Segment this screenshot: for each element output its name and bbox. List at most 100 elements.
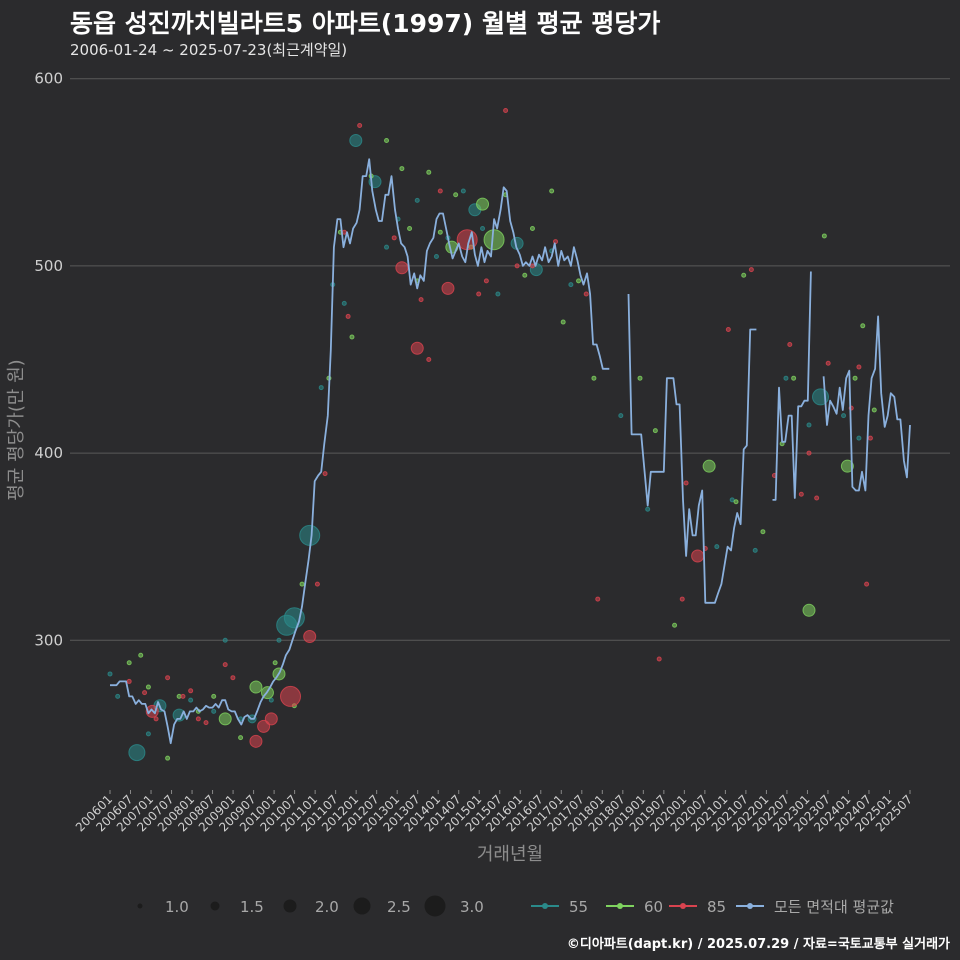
point-85 bbox=[264, 712, 278, 726]
color-legend-label: 60 bbox=[644, 898, 663, 916]
point-85 bbox=[806, 450, 812, 456]
point-60 bbox=[165, 755, 171, 761]
point-85 bbox=[825, 360, 831, 366]
point-85 bbox=[410, 341, 424, 355]
point-85 bbox=[418, 297, 424, 303]
legend: 1.0 1.5 2.0 2.5 3.0 55 60 85 모든 면적대 평균값 bbox=[137, 895, 894, 917]
point-85 bbox=[391, 235, 397, 241]
point-60 bbox=[733, 499, 739, 505]
point-85 bbox=[322, 471, 328, 477]
point-60 bbox=[860, 323, 866, 329]
point-85 bbox=[483, 278, 489, 284]
point-85 bbox=[503, 108, 509, 114]
point-85 bbox=[725, 327, 731, 333]
point-85 bbox=[864, 581, 870, 587]
point-85 bbox=[867, 435, 873, 441]
color-legend-dot bbox=[680, 903, 686, 909]
point-85 bbox=[280, 685, 302, 707]
point-85 bbox=[476, 291, 482, 297]
point-85 bbox=[395, 261, 409, 275]
point-55 bbox=[341, 300, 347, 306]
point-60 bbox=[211, 693, 217, 699]
average-line-group bbox=[110, 158, 911, 745]
size-legend-dot bbox=[137, 903, 143, 909]
point-85 bbox=[426, 356, 432, 362]
point-60 bbox=[529, 225, 535, 231]
point-60 bbox=[126, 660, 132, 666]
color-legend-dot bbox=[542, 903, 548, 909]
y-tick-label: 400 bbox=[34, 444, 63, 462]
point-85 bbox=[345, 313, 351, 319]
point-85 bbox=[165, 675, 171, 681]
point-85 bbox=[691, 549, 705, 563]
x-axis-label: 거래년월 bbox=[477, 844, 543, 865]
point-85 bbox=[188, 688, 194, 694]
point-55 bbox=[714, 544, 720, 550]
y-tick-label: 500 bbox=[34, 257, 63, 275]
point-55 bbox=[433, 254, 439, 260]
point-60 bbox=[560, 319, 566, 325]
point-85 bbox=[437, 188, 443, 194]
point-60 bbox=[238, 735, 244, 741]
point-85 bbox=[180, 693, 186, 699]
point-60 bbox=[791, 375, 797, 381]
point-55 bbox=[841, 413, 847, 419]
point-85 bbox=[814, 495, 820, 501]
size-legend-dot bbox=[283, 899, 297, 913]
point-60 bbox=[871, 407, 877, 413]
point-55 bbox=[145, 731, 151, 737]
y-axis-ticks: 300 400 500 600 bbox=[34, 70, 63, 650]
point-85 bbox=[303, 630, 317, 644]
point-85 bbox=[314, 581, 320, 587]
point-85 bbox=[683, 480, 689, 486]
point-60 bbox=[741, 272, 747, 278]
point-85 bbox=[357, 123, 363, 129]
point-85 bbox=[153, 716, 159, 722]
color-legend-label: 55 bbox=[569, 898, 588, 916]
point-85 bbox=[195, 716, 201, 722]
size-legend-label: 2.0 bbox=[315, 898, 339, 916]
point-60 bbox=[591, 375, 597, 381]
data-points bbox=[107, 108, 877, 762]
point-85 bbox=[514, 263, 520, 269]
size-legend-dot bbox=[424, 895, 446, 917]
point-60 bbox=[349, 334, 355, 340]
point-55 bbox=[806, 422, 812, 428]
point-60 bbox=[476, 197, 490, 211]
point-60 bbox=[702, 459, 716, 473]
point-85 bbox=[529, 263, 535, 269]
point-60 bbox=[384, 137, 390, 143]
point-85 bbox=[126, 678, 132, 684]
color-legend-dot bbox=[747, 903, 753, 909]
average-line bbox=[110, 158, 610, 745]
point-60 bbox=[852, 375, 858, 381]
point-60 bbox=[437, 229, 443, 235]
point-60 bbox=[218, 712, 232, 726]
point-55 bbox=[645, 506, 651, 512]
point-55 bbox=[318, 385, 324, 391]
point-60 bbox=[145, 684, 151, 690]
point-55 bbox=[460, 188, 466, 194]
point-55 bbox=[384, 244, 390, 250]
point-60 bbox=[840, 459, 854, 473]
point-55 bbox=[115, 693, 121, 699]
point-55 bbox=[299, 524, 321, 546]
point-60 bbox=[821, 233, 827, 239]
size-legend-dot bbox=[353, 897, 371, 915]
point-85 bbox=[142, 690, 148, 696]
point-60 bbox=[272, 660, 278, 666]
point-85 bbox=[798, 491, 804, 497]
grid-lines bbox=[70, 78, 950, 641]
point-85 bbox=[595, 596, 601, 602]
point-85 bbox=[441, 281, 455, 295]
point-85 bbox=[203, 720, 209, 726]
chart-subtitle: 2006-01-24 ~ 2025-07-23(최근계약일) bbox=[70, 41, 348, 59]
average-line bbox=[772, 271, 812, 501]
y-axis-label: 평균 평당가(만 원) bbox=[6, 359, 27, 500]
point-55 bbox=[783, 375, 789, 381]
y-tick-label: 300 bbox=[34, 631, 63, 649]
size-legend-label: 2.5 bbox=[387, 898, 411, 916]
point-85 bbox=[787, 342, 793, 348]
x-axis-ticks: 2006012006072007012007072008012008072009… bbox=[73, 790, 915, 835]
point-55 bbox=[222, 637, 228, 643]
